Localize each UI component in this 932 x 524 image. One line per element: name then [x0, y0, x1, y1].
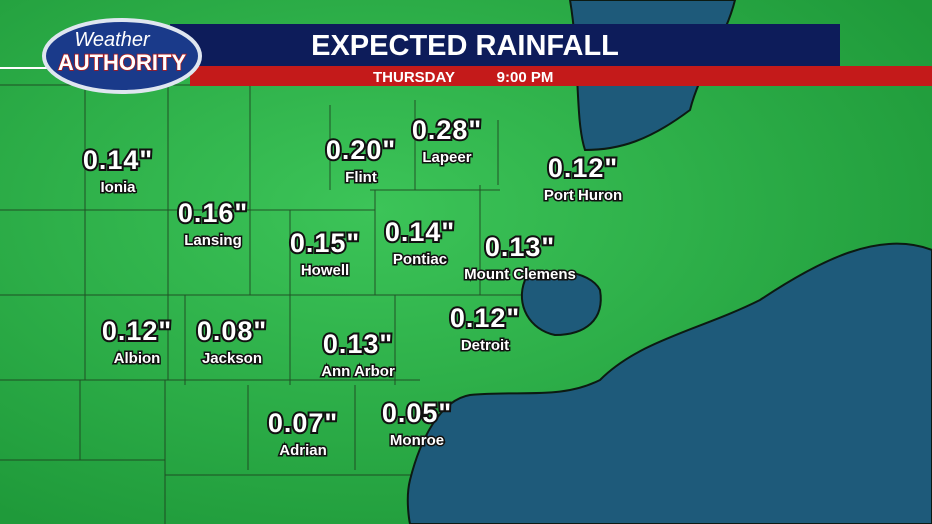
city-name: Jackson: [202, 350, 262, 367]
rain-amount: 0.12": [102, 316, 172, 346]
city-name: Pontiac: [393, 251, 447, 268]
city-name: Flint: [345, 169, 377, 186]
city-name: Albion: [114, 350, 161, 367]
logo-top: Weather: [74, 29, 151, 51]
rain-amount: 0.15": [290, 228, 360, 258]
logo: [42, 18, 202, 94]
day: THURSDAY: [373, 69, 455, 86]
city-name: Ionia: [100, 179, 136, 196]
city-name: Lansing: [184, 232, 242, 249]
rain-amount: 0.08": [197, 316, 267, 346]
city-name: Howell: [301, 262, 349, 279]
rain-amount: 0.13": [485, 232, 555, 262]
lake-erie: [406, 242, 932, 524]
city-name: Adrian: [279, 442, 327, 459]
city-name: Port Huron: [544, 187, 622, 204]
time-bar: [190, 66, 932, 86]
rain-amount: 0.12": [450, 303, 520, 333]
rain-amount: 0.13": [323, 329, 393, 359]
rain-amount: 0.28": [412, 115, 482, 145]
logo-bottom: AUTHORITY: [58, 50, 187, 75]
city-name: Lapeer: [422, 149, 471, 166]
rain-amount: 0.14": [385, 217, 455, 247]
city-labels: 0.14" Ionia 0.16" Lansing 0.20" Flint 0.28" Lap…: [81, 113, 624, 461]
rain-amount: 0.14": [83, 145, 153, 175]
lake-st-clair: [520, 270, 602, 337]
rain-amount: 0.05": [382, 398, 452, 428]
city-name: Ann Arbor: [321, 363, 395, 380]
rain-amount: 0.12": [548, 153, 618, 183]
city-name: Mount Clemens: [464, 266, 576, 283]
city-name: Detroit: [461, 337, 509, 354]
rain-amount: 0.07": [268, 408, 338, 438]
city-name: Monroe: [390, 432, 444, 449]
title-bar: [170, 24, 840, 66]
time: 9:00 PM: [497, 69, 554, 86]
rain-amount: 0.16": [178, 198, 248, 228]
title: EXPECTED RAINFALL: [311, 30, 619, 62]
rain-amount: 0.20": [326, 135, 396, 165]
